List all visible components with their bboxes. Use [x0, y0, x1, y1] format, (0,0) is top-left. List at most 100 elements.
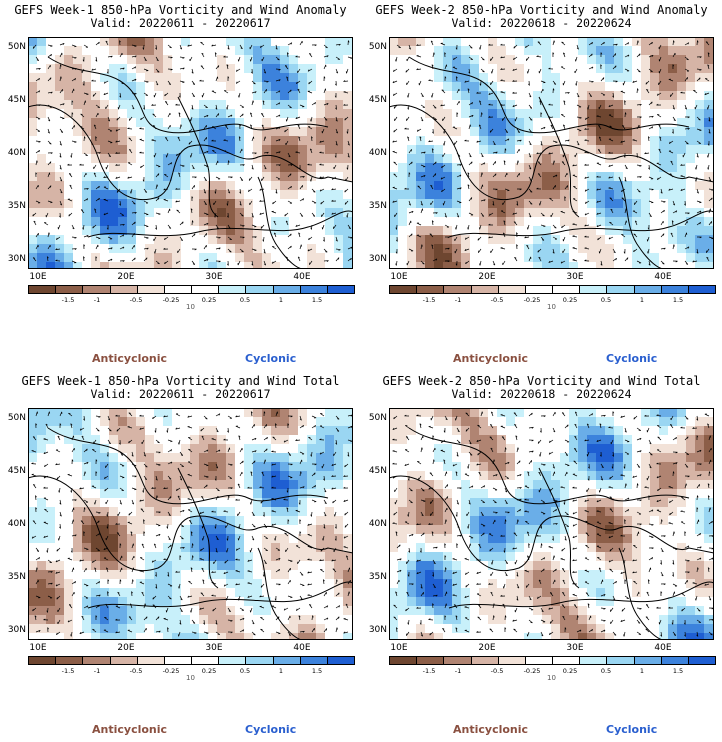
wind-arrow: [492, 200, 495, 206]
vorticity-cell: [659, 253, 669, 263]
wind-arrow: [708, 208, 711, 214]
vorticity-cell: [136, 606, 146, 616]
vorticity-cell: [542, 262, 552, 269]
wind-arrow-head: [119, 203, 121, 206]
wind-arrow: [540, 126, 546, 130]
vorticity-cell: [551, 73, 561, 83]
vorticity-cell: [82, 570, 92, 580]
vorticity-cell: [416, 100, 426, 110]
vorticity-cell: [614, 64, 624, 74]
vorticity-cell: [325, 417, 335, 427]
wind-arrow-head: [346, 131, 348, 134]
vorticity-cell: [425, 172, 435, 182]
vorticity-cell: [343, 46, 353, 56]
colorbar-swatch: [137, 286, 165, 293]
vorticity-cell: [488, 73, 498, 83]
vorticity-cell: [37, 480, 47, 490]
vorticity-cell: [244, 217, 254, 227]
vorticity-cell: [307, 73, 317, 83]
vorticity-cell: [641, 190, 651, 200]
vorticity-cell: [163, 462, 173, 472]
wind-arrow-head: [536, 187, 539, 190]
vorticity-cell: [434, 235, 444, 245]
wind-arrow: [430, 40, 434, 46]
wind-arrow-head: [178, 172, 181, 175]
vorticity-cell: [389, 154, 399, 164]
wind-arrow-head: [435, 212, 438, 215]
wind-arrow-head: [331, 199, 334, 202]
vorticity-cell: [244, 199, 254, 209]
vorticity-cell: [497, 199, 507, 209]
wind-arrow: [608, 187, 614, 190]
wind-arrow-head: [178, 95, 181, 98]
vorticity-cell: [136, 471, 146, 481]
wind-arrow-head: [548, 260, 551, 263]
vorticity-cell: [208, 435, 218, 445]
wind-arrow: [103, 186, 109, 190]
vorticity-cell: [488, 109, 498, 119]
vorticity-cell: [64, 46, 74, 56]
vorticity-cell: [280, 525, 290, 535]
vorticity-cell: [325, 453, 335, 463]
vorticity-cell: [650, 154, 660, 164]
wind-arrow-head: [59, 167, 62, 170]
vorticity-cell: [64, 253, 74, 263]
wind-arrow-head: [561, 225, 563, 229]
vorticity-cell: [434, 136, 444, 146]
wind-arrow: [298, 232, 301, 238]
vorticity-cell: [163, 543, 173, 553]
vorticity-cell: [28, 552, 38, 562]
vorticity-cell: [82, 73, 92, 83]
vorticity-cell: [46, 516, 56, 526]
vorticity-cell: [208, 37, 218, 47]
vorticity-cell: [154, 525, 164, 535]
vorticity-cell: [587, 262, 597, 269]
vorticity-cell: [244, 453, 254, 463]
vorticity-cell: [280, 615, 290, 625]
vorticity-cell: [695, 118, 705, 128]
wind-arrow: [692, 260, 698, 263]
wind-arrow: [464, 80, 470, 83]
wind-arrow: [479, 260, 482, 266]
wind-arrow-head: [347, 155, 350, 158]
wind-arrow: [561, 41, 566, 46]
vorticity-cell: [704, 91, 714, 101]
vorticity-cell: [64, 127, 74, 137]
vorticity-cell: [695, 244, 705, 254]
wind-arrow: [526, 56, 530, 61]
vorticity-cell: [190, 145, 200, 155]
vorticity-cell: [307, 606, 317, 616]
wind-arrow: [239, 104, 245, 108]
vorticity-cell: [334, 561, 344, 571]
wind-arrow-head: [192, 263, 195, 265]
wind-arrow: [323, 44, 328, 49]
vorticity-cell: [37, 507, 47, 517]
vorticity-cell: [271, 46, 281, 56]
vorticity-cell: [515, 172, 525, 182]
vorticity-cell: [280, 480, 290, 490]
vorticity-cell: [226, 417, 236, 427]
wind-arrow-head: [481, 112, 483, 115]
wind-arrow: [47, 104, 52, 108]
vorticity-cell: [172, 37, 182, 47]
vorticity-cell: [118, 253, 128, 263]
vorticity-cell: [55, 597, 65, 607]
vorticity-cell: [226, 435, 236, 445]
vorticity-cell: [163, 181, 173, 191]
wind-arrow: [550, 124, 554, 130]
vorticity-cell: [73, 46, 83, 56]
vorticity-cell: [28, 633, 38, 640]
wind-arrow: [528, 200, 533, 205]
vorticity-cell: [73, 489, 83, 499]
wind-arrow: [600, 77, 605, 82]
wind-arrow-head: [577, 143, 580, 146]
vorticity-cell: [325, 462, 335, 472]
wind-arrow-head: [539, 100, 542, 103]
vorticity-cell: [641, 100, 651, 110]
vorticity-cell: [82, 543, 92, 553]
vorticity-cell: [605, 226, 615, 236]
vorticity-cell: [614, 118, 624, 128]
wind-arrow: [431, 92, 434, 98]
vorticity-cell: [334, 154, 344, 164]
vorticity-cell: [253, 543, 263, 553]
